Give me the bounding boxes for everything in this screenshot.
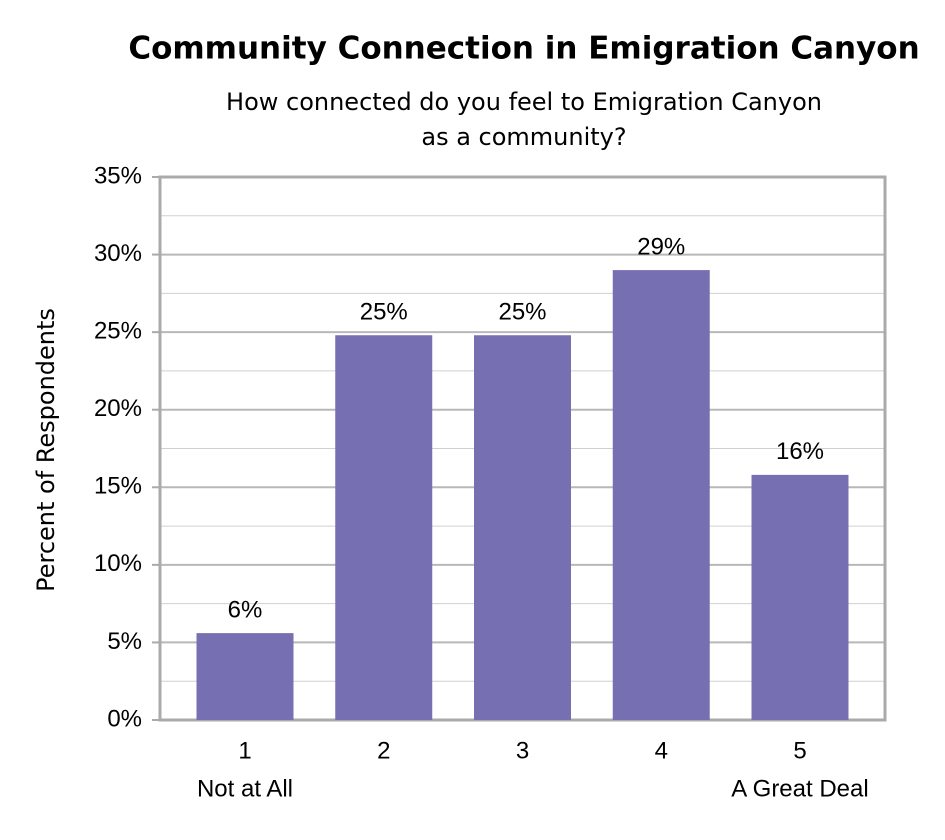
- y-tick-label: 0%: [107, 705, 142, 732]
- chart-title: Community Connection in Emigration Canyo…: [128, 31, 919, 67]
- y-tick-label: 10%: [94, 550, 142, 577]
- x-tick-sublabel: Not at All: [197, 775, 293, 802]
- y-tick-label: 35%: [94, 162, 142, 189]
- x-tick-label: 1: [238, 737, 251, 764]
- chart-subtitle: How connected do you feel to Emigration …: [226, 88, 822, 116]
- y-tick-label: 5%: [107, 628, 142, 655]
- y-axis-label: Percent of Respondents: [32, 308, 60, 592]
- bar: [751, 474, 849, 720]
- x-tick-sublabel: A Great Deal: [731, 775, 868, 802]
- bar: [474, 335, 571, 720]
- x-tick-label: 5: [793, 737, 806, 764]
- data-label: 29%: [637, 233, 685, 260]
- data-label: 25%: [360, 299, 408, 326]
- data-label: 16%: [776, 438, 824, 465]
- x-tick-label: 3: [516, 737, 529, 764]
- y-tick-label: 30%: [94, 240, 142, 267]
- data-label: 6%: [228, 596, 263, 623]
- x-tick-label: 2: [377, 737, 390, 764]
- y-tick-label: 20%: [94, 395, 142, 422]
- bar: [612, 270, 710, 720]
- y-tick-label: 15%: [94, 473, 142, 500]
- x-tick-label: 4: [655, 737, 668, 764]
- y-tick-label: 25%: [94, 317, 142, 344]
- bar: [196, 633, 294, 720]
- data-label: 25%: [498, 299, 546, 326]
- bar: [335, 335, 433, 720]
- chart-subtitle: as a community?: [421, 123, 626, 151]
